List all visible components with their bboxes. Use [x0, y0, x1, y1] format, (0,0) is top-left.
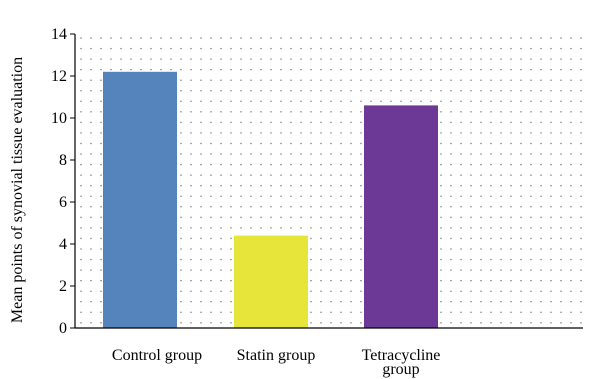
y-tick-label: 0 — [59, 320, 67, 337]
y-axis-label: Mean points of synovial tissue evaluatio… — [9, 57, 26, 323]
x-tick-label: group — [382, 361, 419, 378]
bars-group — [103, 71, 438, 329]
y-tick-label: 8 — [59, 152, 67, 169]
bar-1 — [103, 71, 177, 329]
y-axis: 0 2 4 6 8 10 12 14 — [51, 26, 76, 337]
y-tick-label: 12 — [51, 68, 67, 85]
x-tick-label: Control group — [112, 347, 202, 364]
y-tick-label: 14 — [51, 26, 67, 43]
x-tick-label: Tetracycline — [362, 347, 441, 364]
y-tick-label: 6 — [59, 194, 67, 211]
bar-3 — [364, 105, 438, 329]
y-tick-label: 2 — [59, 278, 67, 295]
x-tick-label: Statin group — [237, 347, 316, 364]
bar-2 — [234, 235, 308, 328]
x-axis: Control group Statin group Tetracyclinegro… — [75, 327, 583, 378]
y-tick-label: 10 — [51, 110, 67, 127]
y-tick-label: 4 — [59, 236, 67, 253]
